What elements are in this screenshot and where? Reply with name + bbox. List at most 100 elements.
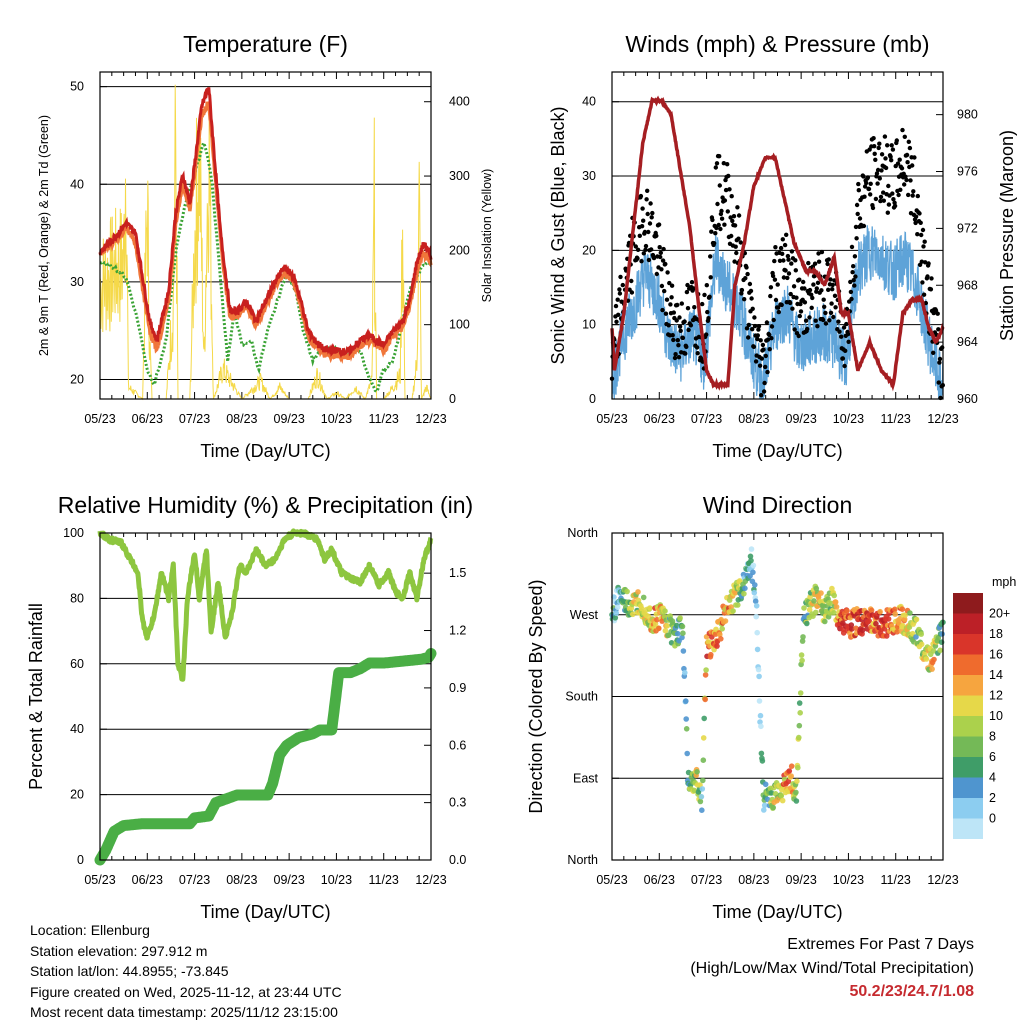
gust-point [936,327,941,332]
direction-point [779,797,786,804]
gust-point [744,265,749,270]
direction-point [702,696,708,703]
gust-point [770,273,776,279]
direction-axes [611,532,944,861]
direction-point [833,604,840,610]
gust-point [763,353,768,359]
gust-point [768,293,773,299]
direction-point [719,626,725,632]
direction-point [892,606,898,613]
gust-point [897,157,902,162]
direction-point [778,793,785,799]
direction-point [662,627,669,634]
gust-point [680,335,686,341]
gust-point [684,289,690,295]
gust-point [797,313,802,319]
speed-legend-label: 8 [989,730,996,744]
gust-point [615,297,620,302]
direction-point [794,778,800,784]
gust-point [722,222,727,227]
gust-point [895,161,901,166]
gust-point [891,197,896,202]
temperature-title: Temperature (F) [183,31,348,57]
gust-point [788,300,793,306]
gust-point [641,251,646,256]
direction-xlabel: Time (Day/UTC) [712,902,842,922]
gust-point [899,166,905,171]
direction-point [742,585,748,592]
gust-point [613,303,619,309]
gust-point [889,143,894,148]
winds-xtick-label: 05/23 [596,412,627,426]
gust-point [902,134,907,139]
humidity-xtick-label: 06/23 [132,873,163,887]
gust-point [714,225,719,231]
gust-point [759,356,764,361]
direction-point [800,634,806,640]
gust-point [732,223,738,228]
humidity-ytick-label: 40 [70,722,84,736]
direction-xtick-label: 09/23 [786,873,817,887]
gust-point [885,143,890,148]
gust-point [713,165,718,170]
gust-point [797,277,802,282]
gust-point [888,154,893,159]
direction-point [699,786,706,792]
humidity-ytick-label: 20 [70,788,84,802]
direction-point [747,553,754,560]
direction-ytick-label: East [573,771,599,785]
gust-point [649,247,654,252]
winds-title: Winds (mph) & Pressure (mb) [625,31,929,57]
gust-point [921,292,927,297]
gust-point [689,280,695,285]
gust-point [815,324,820,329]
gust-point [722,198,728,203]
gust-point [657,245,662,250]
speed-legend-swatch [953,777,983,798]
gust-point [755,333,760,338]
gust-point [753,359,759,364]
gust-point [810,295,815,301]
direction-point [751,589,758,596]
direction-point [703,667,709,673]
direction-point [894,629,900,635]
gust-point [663,311,669,316]
gust-point [629,290,635,295]
gust-point [745,271,750,277]
gust-point [750,306,755,311]
gust-point [896,192,901,198]
gust-point [739,287,745,293]
gust-point [892,203,898,209]
gust-point [872,144,877,149]
gust-point [807,315,812,320]
temperature-y2label: Solar Insolation (Yellow) [480,169,494,303]
humidity-y2tick-label: 0.3 [449,796,466,810]
gust-point [929,276,934,281]
gust-point [906,192,911,198]
direction-point [913,616,920,623]
gust-point [833,305,838,310]
direction-point [736,578,743,584]
gust-point [898,187,903,192]
direction-point [679,623,686,630]
gust-point [821,297,826,302]
temperature-y2tick-label: 100 [449,318,470,332]
temperature-y2tick-label: 300 [449,169,470,183]
direction-point [748,546,755,552]
gust-point [848,279,853,285]
gust-point [778,245,784,251]
gust-point [763,364,768,370]
winds-ylabel: Sonic Wind & Gust (Blue, Black) [548,106,568,364]
direction-point [758,750,765,757]
speed-legend-swatch [953,818,983,839]
humidity-y2tick-label: 1.2 [449,624,466,638]
gust-point [643,247,648,252]
temperature-y2tick-label: 0 [449,392,456,406]
gust-point [802,300,808,305]
gust-point [862,184,868,189]
gust-point [785,275,790,281]
direction-point [797,690,804,696]
speed-legend-label: 20+ [989,607,1010,621]
gust-point [769,336,774,341]
